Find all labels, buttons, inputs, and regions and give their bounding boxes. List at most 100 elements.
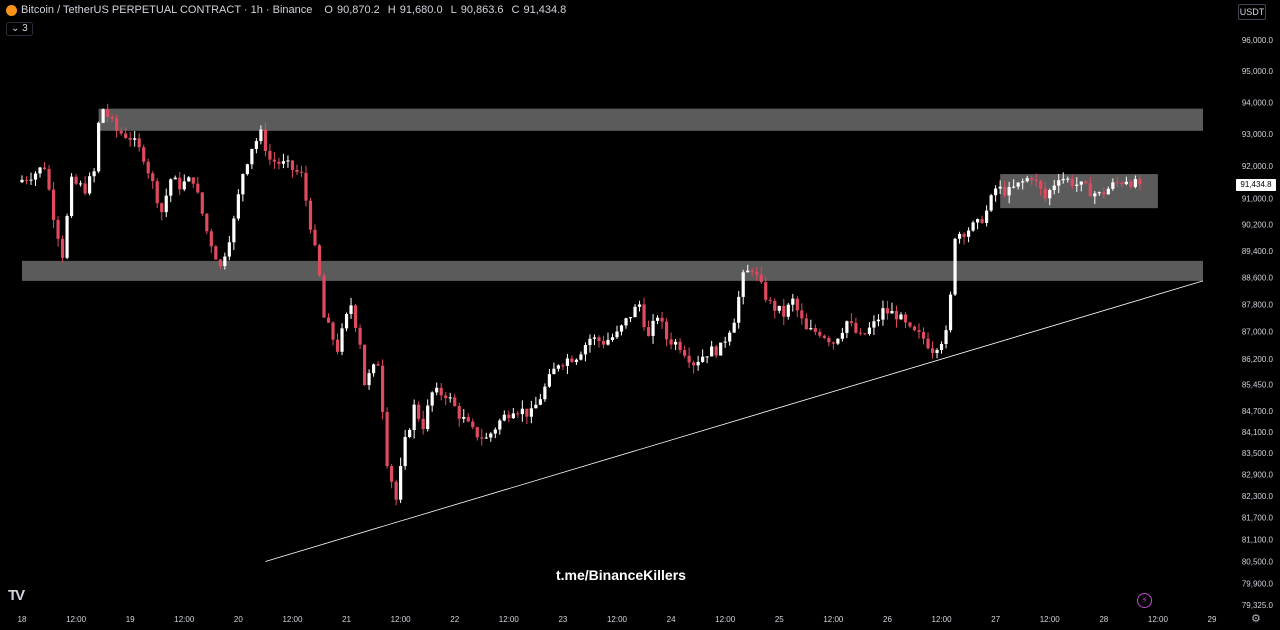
candle-body: [160, 203, 164, 213]
settings-icon[interactable]: ⚙: [1251, 613, 1261, 625]
candle-body: [998, 186, 1002, 189]
time-tick-label: 27: [991, 615, 1000, 624]
candle-body: [655, 317, 660, 321]
candle-body: [394, 481, 398, 500]
ohlc-open-value: 90,870.2: [336, 4, 380, 16]
candle-body: [561, 365, 565, 367]
candle-body: [178, 177, 182, 190]
candle-body: [444, 395, 448, 399]
price-tick-label: 79,900.0: [1242, 580, 1274, 589]
candle-body: [764, 282, 768, 300]
candle-body: [966, 230, 971, 237]
candle-body: [633, 306, 637, 318]
candle-body: [381, 365, 385, 412]
candle-body: [953, 238, 957, 295]
candle-body: [642, 304, 646, 328]
ohlc-close-label: C: [511, 4, 520, 16]
candle-body: [800, 310, 804, 319]
candle-body: [254, 141, 258, 149]
candle-body: [453, 397, 457, 407]
price-tick-label: 96,000.0: [1242, 36, 1274, 45]
candle-body: [768, 299, 772, 301]
time-tick-label: 12:00: [932, 615, 953, 624]
candle-body: [1129, 181, 1133, 187]
candle-body: [51, 189, 56, 220]
candle-body: [65, 216, 69, 258]
currency-button[interactable]: USDT: [1238, 4, 1266, 20]
candle-body: [128, 138, 132, 140]
candle-body: [173, 177, 177, 180]
candle-body: [1115, 182, 1119, 184]
candle-body: [849, 321, 853, 323]
price-tick-label: 80,500.0: [1242, 557, 1274, 566]
candle-body: [88, 176, 92, 194]
candle-body: [20, 179, 24, 183]
candle-body: [286, 160, 290, 162]
candle-body: [308, 200, 313, 230]
candle-body: [1043, 188, 1047, 199]
time-tick-label: 28: [1099, 615, 1108, 624]
time-tick-label: 18: [18, 615, 27, 624]
candle-body: [696, 361, 700, 366]
ohlc-high-value: 91,680.0: [399, 4, 443, 16]
candle-body: [24, 179, 29, 181]
candle-body: [421, 418, 425, 430]
candle-body: [908, 322, 912, 327]
candle-body: [556, 365, 561, 369]
candle-body: [196, 183, 200, 193]
candle-body: [1052, 185, 1056, 191]
candle-body: [804, 318, 808, 330]
candle-body: [502, 414, 506, 421]
candle-body: [290, 160, 295, 170]
candle-body: [723, 341, 727, 343]
candle-body: [142, 147, 146, 162]
candle-body: [534, 404, 538, 409]
tradingview-logo[interactable]: TV: [8, 587, 26, 604]
candle-body: [732, 322, 736, 333]
candle-body: [322, 275, 326, 318]
time-axis[interactable]: 18 12:00 19 12:00 20 12:00 21 12:00 22 12:00 23 12:…: [18, 615, 1217, 624]
candle-body: [78, 183, 83, 185]
symbol-title[interactable]: Bitcoin / TetherUS PERPETUAL CONTRACT · …: [21, 4, 313, 16]
candle-body: [822, 335, 826, 338]
time-tick-label: 12:00: [607, 615, 628, 624]
candle-body: [1111, 182, 1115, 189]
candle-body: [507, 414, 511, 419]
candle-body: [92, 171, 96, 177]
candle-body: [628, 317, 633, 319]
candle-body: [552, 368, 556, 375]
candle-body: [38, 167, 42, 174]
bolt-icon[interactable]: ⚡: [1137, 593, 1152, 608]
candle-body: [912, 326, 917, 331]
candle-body: [890, 310, 894, 314]
candle-body: [516, 413, 520, 415]
time-tick-label: 23: [558, 615, 567, 624]
price-tick-label: 93,000.0: [1242, 130, 1274, 139]
candle-body: [232, 218, 236, 243]
price-axis[interactable]: 96,000.0 95,000.0 94,000.0 93,000.0 92,000.0…: [1242, 36, 1274, 610]
candle-body: [47, 169, 51, 190]
candle-body: [926, 338, 930, 349]
candle-body: [795, 298, 799, 311]
candle-body: [872, 321, 876, 328]
candle-body: [448, 397, 452, 399]
candle-body: [214, 246, 218, 260]
candle-body: [475, 427, 479, 438]
indicators-toggle-button[interactable]: ⌄ 3: [6, 22, 33, 36]
candle-body: [687, 355, 691, 363]
time-tick-label: 21: [342, 615, 351, 624]
candle-body: [867, 327, 872, 334]
time-tick-label: 12:00: [715, 615, 736, 624]
candle-body: [786, 304, 790, 317]
candle-body: [985, 210, 989, 223]
symbol-header[interactable]: Bitcoin / TetherUS PERPETUAL CONTRACT · …: [6, 4, 570, 16]
candle-body: [435, 387, 439, 393]
price-tick-label: 87,800.0: [1242, 300, 1274, 309]
candle-body: [1093, 193, 1097, 197]
candle-body: [115, 118, 119, 131]
candle-body: [349, 305, 353, 315]
candle-body: [962, 233, 966, 237]
candle-body: [259, 129, 263, 142]
candle-body: [710, 346, 714, 357]
